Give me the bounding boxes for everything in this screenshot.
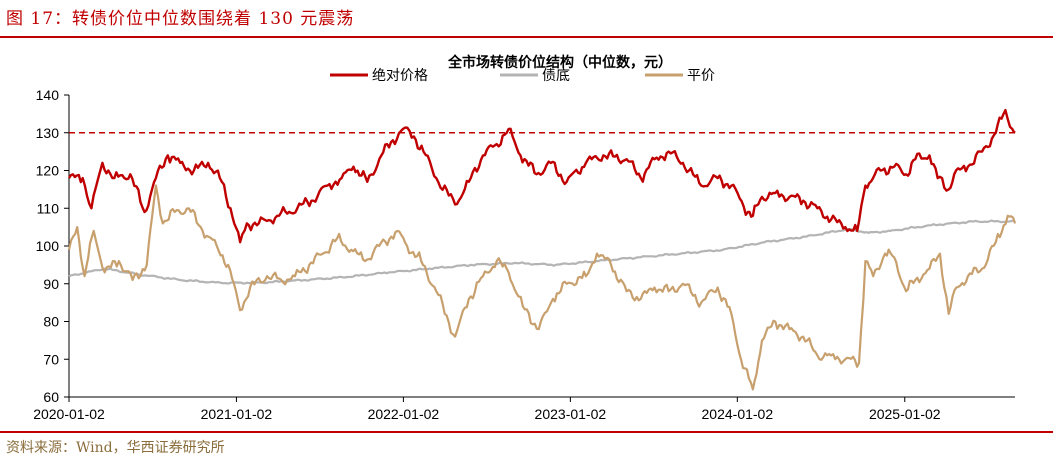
y-tick-label: 140	[36, 87, 60, 103]
source-note: 资料来源：Wind，华西证券研究所	[6, 440, 225, 456]
y-tick-label: 100	[36, 238, 60, 254]
figure-title: 图 17：转债价位中位数围绕着 130 元震荡	[6, 9, 355, 29]
legend-label-0: 绝对价格	[372, 68, 428, 84]
y-tick-label: 90	[43, 276, 59, 292]
x-tick-label: 2025-01-02	[869, 406, 941, 422]
legend-label-2: 平价	[687, 68, 715, 84]
x-tick-label: 2021-01-02	[201, 406, 273, 422]
series-line-0	[68, 108, 1016, 244]
chart-axes: 60 70 80 90 100 110 120 130 140 2020-01-02 2021-01…	[33, 87, 1015, 422]
series-line-2	[67, 184, 1017, 391]
y-tick-label: 110	[37, 200, 60, 216]
chart-marks	[67, 108, 1017, 391]
footer-divider	[0, 431, 1053, 433]
y-tick-label: 60	[43, 389, 59, 405]
x-tick-label: 2022-01-02	[368, 406, 440, 422]
x-tick-label: 2020-01-02	[33, 406, 105, 422]
y-tick-label: 130	[36, 125, 60, 141]
y-tick-label: 80	[43, 314, 59, 330]
chart-legend: 绝对价格 债底 平价	[330, 68, 715, 84]
legend-label-1: 债底	[542, 68, 570, 84]
title-divider	[0, 36, 1053, 38]
chart-title: 全市场转债价位结构（中位数，元）	[447, 54, 672, 71]
y-tick-label: 120	[36, 163, 60, 179]
x-tick-label: 2024-01-02	[702, 406, 774, 422]
x-tick-label: 2023-01-02	[535, 406, 607, 422]
y-tick-label: 70	[43, 351, 59, 367]
